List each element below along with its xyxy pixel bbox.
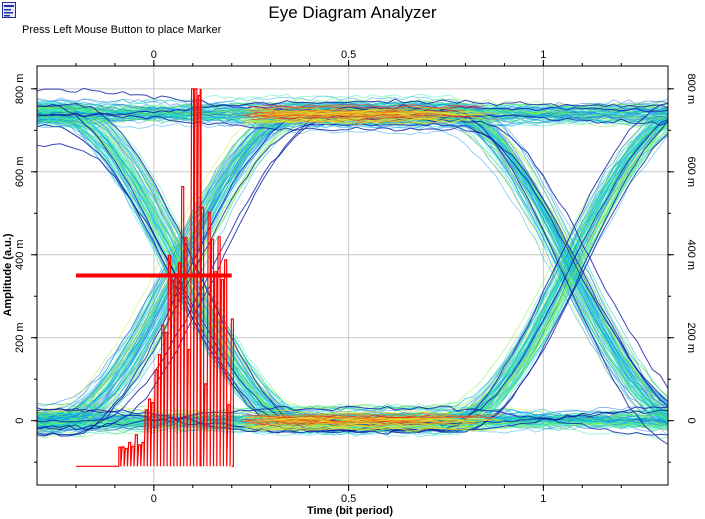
eye-trace [37, 133, 668, 435]
axis-ticks: 0 0 0.5 0.5 1 1 0 0 200 m 200 m 400 m 400 m 600 m 600… [14, 49, 697, 505]
eye-hot-band-trace [245, 424, 398, 430]
chart-title: Eye Diagram Analyzer [268, 3, 437, 22]
eye-hot-band-trace [274, 417, 427, 423]
eye-hot-band-trace [270, 112, 446, 118]
y-tick-label-right-1: 200 m [685, 322, 697, 353]
eye-trace [37, 102, 668, 434]
eye-trace [37, 120, 668, 415]
x-tick-label-bottom-0: 0 [151, 493, 157, 505]
y-axis-label: Amplitude (a.u.) [2, 233, 14, 316]
eye-hot-band-trace [247, 116, 482, 122]
eye-hot-band-trace [274, 409, 451, 416]
y-tick-label-right-0: 0 [685, 418, 697, 424]
eye-hot-band-trace [243, 106, 466, 113]
x-axis-label: Time (bit period) [307, 505, 393, 517]
x-tick-label-top-0: 0 [151, 49, 157, 61]
x-tick-label-bottom-1: 0.5 [341, 493, 356, 505]
x-tick-label-bottom-2: 1 [540, 493, 546, 505]
eye-trace [37, 122, 668, 433]
y-tick-label-right-4: 800 m [685, 74, 697, 105]
eye-trace [37, 116, 668, 130]
y-tick-label-left-0: 0 [14, 418, 26, 424]
marker-hint: Press Left Mouse Button to place Marker [22, 24, 222, 36]
eye-hot-band-trace [257, 110, 422, 116]
eye-trace [37, 129, 668, 426]
eye-trace [37, 115, 668, 423]
eye-trace [37, 405, 668, 436]
eye-trace [37, 123, 668, 433]
eye-hot-band-trace [275, 115, 440, 123]
eye-hot-band-trace [241, 424, 441, 430]
eye-hot-band-trace [248, 105, 483, 111]
eye-traces [37, 87, 668, 445]
eye-trace [37, 112, 668, 407]
x-tick-label-top-1: 0.5 [341, 49, 356, 61]
eye-hot-band-trace [262, 104, 485, 109]
y-tick-label-left-2: 400 m [14, 239, 26, 270]
axis-labels: Time (bit period) Amplitude (a.u.) [2, 233, 393, 517]
y-tick-label-left-3: 600 m [14, 156, 26, 187]
eye-hot-band-trace [256, 415, 479, 423]
eye-hot-band-trace [264, 421, 475, 427]
x-tick-label-top-2: 1 [540, 49, 546, 61]
eye-trace [37, 93, 668, 414]
eye-trace [37, 104, 668, 431]
y-tick-label-left-4: 800 m [14, 74, 26, 105]
eye-trace [37, 98, 668, 118]
eye-hot-band-trace [246, 414, 492, 419]
eye-hot-band-trace [262, 115, 415, 119]
y-tick-label-right-2: 400 m [685, 239, 697, 270]
marker[interactable] [75, 88, 234, 467]
eye-hot-band-trace [258, 412, 504, 417]
eye-hot-band-trace [240, 112, 440, 118]
eye-hot-band-trace [251, 104, 462, 110]
eye-trace [37, 124, 668, 426]
eye-hot-band-trace [243, 420, 478, 426]
eye-hot-band-trace [270, 110, 493, 116]
plot-frame [36, 65, 669, 486]
marker-histogram [76, 88, 234, 467]
eye-trace [37, 106, 668, 125]
y-tick-label-right-3: 600 m [685, 156, 697, 187]
y-tick-label-left-1: 200 m [14, 322, 26, 353]
eye-hot-band-trace [247, 425, 470, 431]
chart-window-icon [2, 2, 16, 18]
eye-hot-band-trace [242, 416, 454, 422]
eye-hot-band-trace [240, 120, 428, 126]
